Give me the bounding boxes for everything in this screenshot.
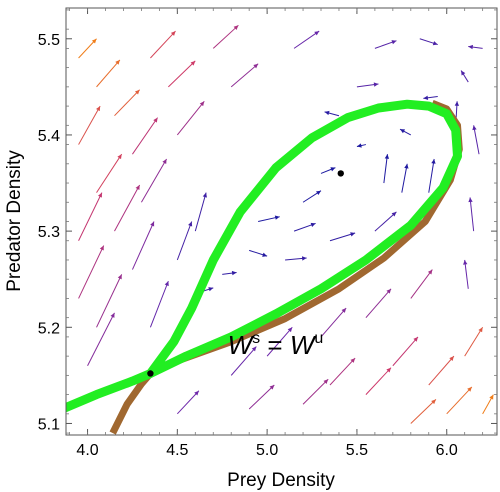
flow-arrow [293, 222, 316, 232]
x-tick-label: 5.5 [346, 442, 368, 459]
flow-arrow [87, 312, 115, 366]
flow-arrow [401, 163, 409, 193]
flow-arrow [96, 59, 121, 88]
flow-arrow [423, 95, 438, 100]
flow-arrow [96, 153, 123, 193]
flow-arrow [329, 357, 356, 386]
flow-arrow [78, 105, 101, 145]
flow-arrow [194, 192, 207, 232]
flow-arrow [249, 249, 268, 257]
x-tick-label: 4.5 [166, 442, 188, 459]
x-tick-label: 4.0 [76, 442, 98, 459]
flow-arrow [266, 326, 293, 357]
flow-arrow [399, 128, 412, 136]
flow-arrow [446, 386, 473, 415]
flow-arrow [356, 143, 367, 148]
orbits [66, 99, 463, 435]
flow-arrow [222, 270, 237, 276]
x-axis-label: Prey Density [227, 470, 335, 491]
flow-arrow [365, 367, 392, 395]
flow-arrow [230, 63, 259, 88]
flow-arrow [285, 256, 307, 261]
annotation-w-unstable: W [290, 330, 317, 360]
flow-arrow [78, 192, 103, 241]
flow-arrow [149, 280, 169, 328]
flow-arrow [131, 221, 155, 270]
flow-arrow [78, 245, 105, 299]
interior-point [337, 170, 344, 177]
flow-arrow [468, 197, 475, 232]
flow-arrow [212, 24, 239, 49]
x-tick-label: 6.0 [436, 442, 458, 459]
flow-arrow [383, 154, 390, 184]
saddle-point [147, 370, 154, 377]
flow-arrow [176, 221, 193, 261]
flow-arrow [140, 158, 167, 203]
flow-arrow [230, 346, 257, 376]
flow-arrow [302, 190, 322, 203]
flow-arrow [320, 167, 336, 174]
flow-arrow [150, 30, 176, 59]
flow-arrow [463, 259, 469, 289]
x-tick-label: 5.0 [256, 442, 278, 459]
y-tick-label: 5.5 [38, 32, 60, 49]
flow-arrow [329, 232, 356, 242]
flow-arrow [428, 158, 436, 193]
flow-arrow [428, 355, 455, 386]
flow-arrows [78, 24, 494, 424]
equilibrium-points [147, 170, 344, 377]
y-tick-label: 5.3 [38, 224, 60, 241]
y-tick-label: 5.4 [38, 128, 60, 145]
y-tick-label: 5.2 [38, 320, 60, 337]
flow-arrow [419, 38, 438, 46]
flow-arrow [482, 394, 494, 415]
flow-arrow [78, 38, 97, 59]
flow-arrow [410, 269, 433, 299]
flow-arrow [114, 184, 141, 232]
flow-arrow [302, 378, 329, 405]
flow-arrow [176, 390, 200, 415]
y-axis-label: Predator Density [4, 150, 25, 292]
flow-arrow [132, 117, 158, 155]
flow-arrow [96, 274, 123, 328]
flow-arrow [460, 70, 469, 83]
flow-arrow [410, 399, 437, 424]
flow-arrow [168, 60, 196, 88]
flow-arrow [324, 110, 340, 117]
flow-arrow [468, 44, 483, 50]
annotation-sup-s: s [252, 330, 260, 347]
annotation-w-stable: W [228, 330, 255, 360]
flow-arrow [374, 40, 397, 49]
flow-arrow [374, 211, 397, 232]
flow-arrow [293, 30, 320, 49]
flow-arrow [320, 307, 347, 338]
y-tick-label: 5.1 [38, 416, 60, 433]
flow-arrow [392, 336, 419, 367]
flow-arrow [176, 100, 205, 136]
axis-ticks: 4.0 4.5 5.0 5.5 6.0 5.1 5.2 5.3 5.4 5.5 [38, 8, 497, 459]
flow-arrow [258, 215, 280, 222]
flow-arrow [464, 327, 484, 357]
flow-arrow [365, 288, 392, 318]
flow-arrow [356, 82, 379, 88]
flow-arrow [114, 89, 140, 117]
flow-arrow [472, 125, 480, 155]
green-orbit-curve [66, 99, 462, 413]
annotation-equals: = [260, 330, 290, 360]
flow-arrow [248, 384, 275, 410]
manifold-annotation: Ws = Wu [228, 330, 324, 360]
annotation-sup-u: u [314, 330, 323, 347]
